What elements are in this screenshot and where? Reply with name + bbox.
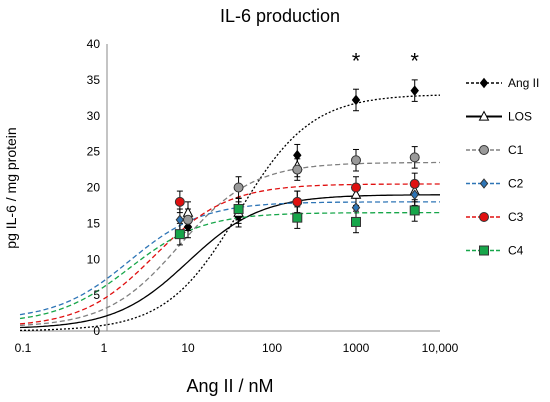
data-point [183,221,193,233]
fitted-curves [19,94,440,332]
data-point [174,229,185,240]
legend-entry: LOS [466,110,532,124]
legend-marker [479,178,489,189]
chart-title: IL-6 production [220,6,340,26]
fit-curve-los [19,194,440,329]
y-tick-labels: 0 5 10 15 20 25 30 35 40 [87,37,101,338]
data-point [293,149,302,161]
significance-annotations: * * [352,49,420,74]
legend-entry: Ang II [466,76,539,90]
legend-label: C2 [508,177,524,191]
x-tick-label: 10,000 [422,341,459,355]
data-point [351,94,361,106]
data-point [410,85,419,96]
data-point [292,212,303,223]
x-axis-label: Ang II / nM [186,376,273,396]
y-tick-label: 20 [87,181,101,195]
data-point [233,204,244,215]
x-tick-labels: 0.1 1 10 100 1000 10,000 [15,341,459,355]
fit-curve-c2 [19,201,440,316]
fit-curve-c4 [19,211,440,320]
legend-marker [479,212,489,222]
y-tick-label: 40 [87,37,101,51]
data-points [174,85,421,240]
data-point [174,196,185,207]
data-point [351,182,361,193]
legend-marker [478,110,490,121]
legend-entry: C1 [466,143,524,157]
legend-marker [479,145,489,155]
fit-curve-c3 [19,183,440,325]
legend: Ang II LOS C1 C2 C3 C4 [466,76,539,258]
data-point [175,214,185,226]
significance-asterisk: * [410,49,419,74]
data-point [409,152,420,163]
data-point [351,216,361,227]
legend-marker [479,245,489,256]
legend-label: LOS [508,110,532,124]
y-tick-label: 5 [93,288,100,302]
y-tick-label: 10 [87,252,101,266]
data-point [351,202,361,213]
fit-curve-ang-ii [20,94,440,332]
y-axis-label: pg IL-6 / mg protein [3,127,19,248]
legend-marker [479,77,489,89]
legend-label: C3 [508,210,524,224]
data-point [292,196,303,207]
data-point [409,205,420,216]
legend-entry: C2 [466,177,524,191]
legend-entry: C4 [466,244,524,258]
x-tick-label: 10 [181,341,195,355]
data-point [233,182,244,193]
legend-entry: C3 [466,210,524,224]
data-point [183,214,193,225]
legend-label: Ang II [508,76,539,90]
y-tick-label: 30 [87,109,101,123]
x-tick-label: 100 [262,341,282,355]
data-point [351,155,361,166]
y-tick-label: 25 [87,145,101,159]
data-point [350,188,362,199]
legend-label: C4 [508,244,524,258]
data-point [410,189,419,200]
fit-curve-c1 [19,161,440,327]
data-point [409,178,420,189]
x-tick-label: 1000 [343,341,370,355]
legend-label: C1 [508,143,524,157]
y-tick-label: 35 [87,73,101,87]
significance-asterisk: * [352,49,361,74]
plot-area: * * [19,44,440,332]
data-point [292,164,303,175]
y-tick-label: 0 [93,324,100,338]
y-tick-label: 15 [87,216,101,230]
x-tick-label: 1 [101,341,108,355]
x-tick-label: 0.1 [15,341,32,355]
